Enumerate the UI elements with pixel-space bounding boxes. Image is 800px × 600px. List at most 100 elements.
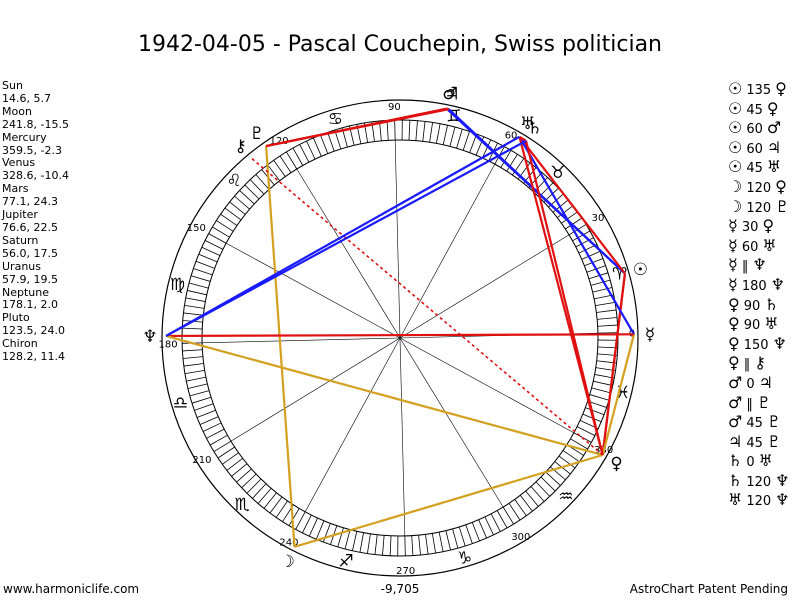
degree-tick <box>418 535 421 556</box>
degree-tick <box>196 409 216 418</box>
aspect-line-jupiter-pluto <box>265 108 449 148</box>
degree-tick <box>592 287 613 293</box>
degree-tick <box>224 207 242 221</box>
degree-tick <box>193 268 213 276</box>
position-coords: 14.6, 5.7 <box>2 91 51 105</box>
position-coords: 359.5, -2.3 <box>2 143 62 157</box>
position-name: Mercury <box>2 130 47 144</box>
sun-icon: ☉ <box>728 157 743 177</box>
degree-tick <box>313 137 322 157</box>
aspect-row: ☿ ‖ ♆ <box>728 255 794 275</box>
degree-tick <box>184 305 205 309</box>
neptune-icon: ♆ <box>775 490 790 510</box>
degree-tick <box>190 275 211 282</box>
venus-icon: ♀ <box>728 353 740 373</box>
degree-label-270: 270 <box>396 566 415 577</box>
uranus-icon: ♅ <box>728 490 743 510</box>
degree-tick <box>565 217 583 230</box>
degree-tick <box>236 468 252 483</box>
degree-tick <box>496 510 508 529</box>
mars-icon: ♂ <box>766 118 782 138</box>
jupiter-icon: ♃ <box>766 137 782 157</box>
aspect-angle: 45 <box>746 102 763 118</box>
degree-tick <box>315 520 325 540</box>
sign-libra-icon: ♎ <box>173 394 188 414</box>
position-coords: 328.6, -10.4 <box>2 169 69 183</box>
uranus-icon: ♅ <box>766 157 782 177</box>
mercury-icon: ☿ <box>728 274 738 294</box>
degree-tick <box>590 279 611 286</box>
chiron-icon: ⚷ <box>754 353 766 373</box>
position-coords: 178.1, 2.0 <box>2 298 58 312</box>
saturn-icon: ♄ <box>728 451 743 471</box>
sign-spoke <box>226 242 401 339</box>
moon-icon: ☽ <box>280 552 295 572</box>
degree-tick <box>186 376 206 382</box>
degree-tick <box>288 508 300 526</box>
degree-tick <box>594 374 615 379</box>
degree-tick <box>199 416 219 425</box>
aspect-angle: 60 <box>746 141 763 157</box>
degree-tick <box>191 396 212 404</box>
degree-tick <box>572 230 591 242</box>
venus-icon: ♀ <box>728 333 740 353</box>
degree-scale-inner <box>201 139 599 537</box>
degree-label-60: 60 <box>505 130 518 141</box>
moon-icon: ☽ <box>728 176 743 196</box>
neptune-icon: ♆ <box>142 327 157 347</box>
aspect-row: ♀ 90 ♅ <box>728 314 794 334</box>
degree-tick <box>185 297 206 302</box>
aspect-row: ♃ 45 ♇ <box>728 432 794 452</box>
degree-label-300: 300 <box>511 532 530 543</box>
degree-tick <box>597 317 618 320</box>
sign-spoke <box>399 164 496 339</box>
degree-tick <box>275 500 288 518</box>
uranus-icon: ♅ <box>764 314 779 334</box>
degree-tick <box>452 528 459 549</box>
pluto-icon: ♇ <box>775 196 790 216</box>
degree-tick <box>575 237 594 248</box>
degree-tick <box>195 260 215 269</box>
degree-tick <box>462 131 470 151</box>
aspect-line-venus-neptune <box>165 334 603 457</box>
aspect-line-mercury-uranus <box>518 136 635 335</box>
degree-tick <box>334 129 342 150</box>
degree-tick <box>182 327 203 330</box>
degree-label-120: 120 <box>270 136 289 147</box>
degree-tick <box>596 309 617 313</box>
aspect-line-venus-chiron <box>250 157 604 456</box>
degree-tick <box>241 473 257 489</box>
sign-spoke <box>230 337 401 442</box>
footer-website[interactable]: www.harmoniclife.com <box>3 582 140 596</box>
position-name: Neptune <box>2 285 50 299</box>
sun-icon: ☉ <box>728 79 743 98</box>
sun-icon: ☉ <box>728 118 743 138</box>
degree-tick <box>456 128 463 149</box>
degree-tick <box>234 195 250 210</box>
degree-tick <box>198 253 218 263</box>
degree-tick <box>183 363 204 367</box>
bottom-value: -9,705 <box>381 582 420 596</box>
degree-tick <box>244 184 260 200</box>
aspect-row: ☿ 60 ♅ <box>728 236 794 256</box>
aspect-line-venus-uranus <box>518 136 604 456</box>
degree-tick <box>306 140 316 160</box>
uranus-icon: ♅ <box>762 235 777 255</box>
aspect-line-mercury-neptune <box>166 333 634 338</box>
degree-tick <box>249 179 265 195</box>
position-coords: 128.2, 11.4 <box>2 350 65 364</box>
degree-tick <box>352 531 358 551</box>
sign-spoke <box>399 234 570 339</box>
position-coords: 56.0, 17.5 <box>2 246 58 260</box>
aspect-row: ☽ 120 ♀ <box>728 177 794 197</box>
degree-tick <box>286 151 298 170</box>
degree-tick <box>597 324 618 327</box>
aspect-row: ♂ ‖ ♇ <box>728 393 794 413</box>
jupiter-icon: ♃ <box>444 84 459 104</box>
degree-tick <box>337 527 344 548</box>
degree-label-210: 210 <box>192 455 211 466</box>
degree-tick <box>208 233 227 244</box>
neptune-icon: ♆ <box>770 274 785 294</box>
degree-tick <box>184 369 205 374</box>
degree-tick <box>209 434 228 446</box>
